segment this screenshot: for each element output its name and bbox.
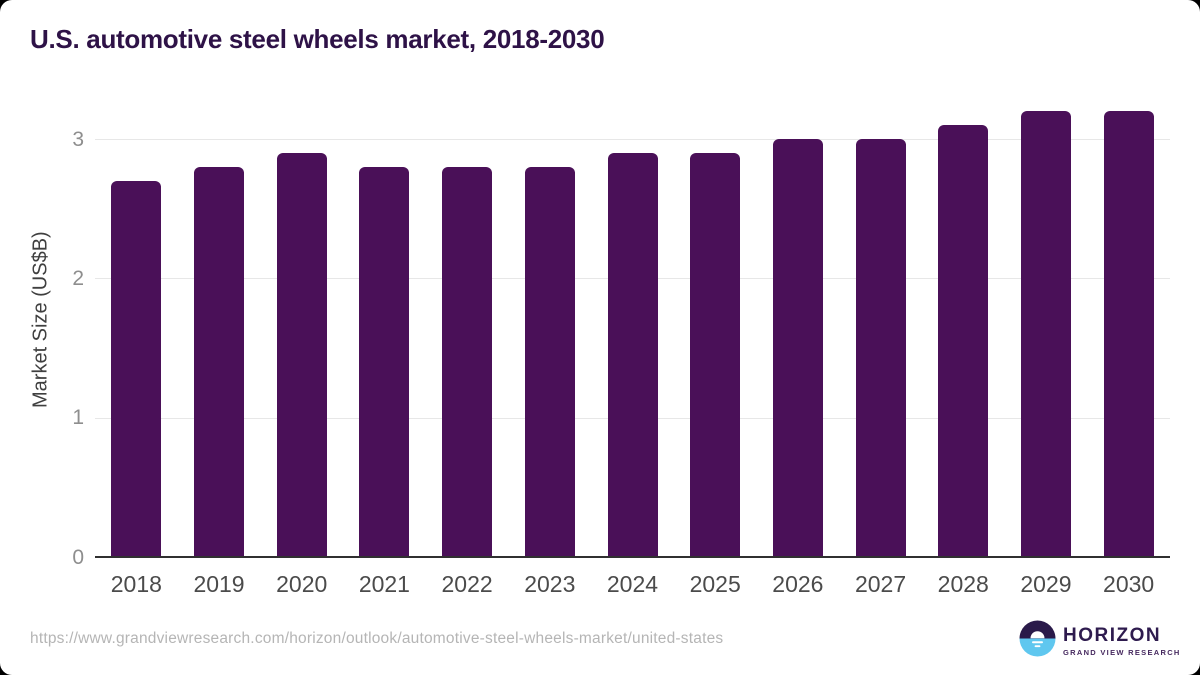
x-tick-label-2021: 2021 <box>358 571 410 597</box>
logo-sub-brand: GRAND VIEW RESEARCH <box>1063 648 1181 657</box>
x-tick-label-2026: 2026 <box>772 571 824 597</box>
bar-2020 <box>276 152 327 557</box>
gridline-3 <box>95 139 1170 140</box>
logo-text: HORIZON GRAND VIEW RESEARCH <box>1063 620 1181 657</box>
y-tick-label-3: 3 <box>72 127 84 151</box>
x-tick-label-2018: 2018 <box>110 571 162 597</box>
x-tick-label-2025: 2025 <box>689 571 741 597</box>
x-tick-label-2023: 2023 <box>524 571 576 597</box>
chart-title: U.S. automotive steel wheels market, 201… <box>30 24 605 54</box>
bar-2024 <box>607 152 658 557</box>
x-axis-line <box>95 556 1170 558</box>
logo-brand: HORIZON <box>1063 625 1162 646</box>
bar-2029 <box>1020 111 1071 557</box>
bar-2027 <box>855 139 906 557</box>
bar-2023 <box>524 166 575 557</box>
bar-2028 <box>938 125 989 557</box>
bar-2026 <box>772 139 823 557</box>
bar-2030 <box>1103 111 1154 557</box>
bar-2022 <box>442 166 493 557</box>
y-tick-label-0: 0 <box>72 545 84 569</box>
y-tick-label-2: 2 <box>72 266 84 290</box>
x-tick-label-2022: 2022 <box>441 571 493 597</box>
x-tick-label-2027: 2027 <box>854 571 907 597</box>
x-tick-label-2020: 2020 <box>276 571 328 597</box>
x-tick-label-2019: 2019 <box>193 571 245 597</box>
bar-2025 <box>690 152 741 557</box>
source-url: https://www.grandviewresearch.com/horizo… <box>30 630 724 647</box>
horizon-logo: HORIZON GRAND VIEW RESEARCH <box>1019 620 1181 657</box>
x-tick-label-2029: 2029 <box>1020 571 1072 597</box>
bar-2021 <box>359 166 410 557</box>
x-tick-label-2024: 2024 <box>606 571 659 597</box>
x-tick-label-2028: 2028 <box>937 571 989 597</box>
bar-2019 <box>194 166 245 557</box>
horizon-sun-icon <box>1019 620 1056 657</box>
bar-2018 <box>111 180 162 557</box>
x-tick-label-2030: 2030 <box>1103 571 1155 597</box>
y-tick-label-1: 1 <box>72 406 84 430</box>
